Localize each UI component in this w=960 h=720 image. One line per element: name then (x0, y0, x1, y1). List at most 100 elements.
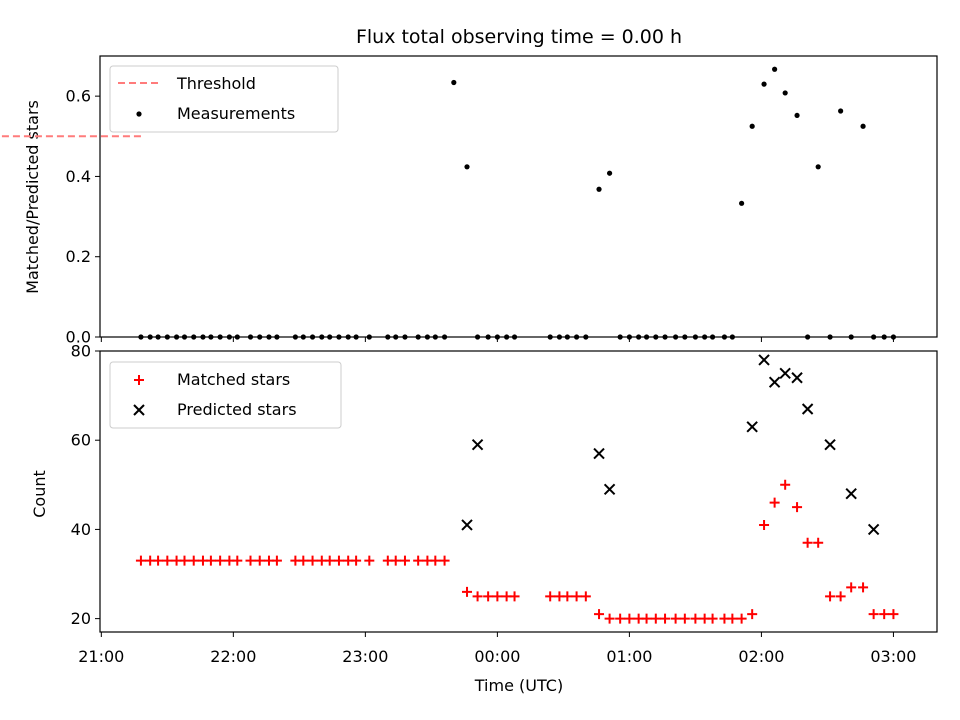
matched-star-point (736, 613, 747, 624)
matched-star-point (594, 609, 605, 620)
y-tick-label: 0.0 (66, 328, 91, 347)
matched-star-point (364, 555, 375, 566)
matched-star-point (135, 555, 146, 566)
y-tick-label: 60 (71, 431, 91, 450)
measurement-point (504, 334, 510, 340)
y-tick-label: 40 (71, 520, 91, 539)
measurement-point (692, 334, 699, 340)
measurement-point (208, 334, 214, 340)
matched-star-point (858, 582, 869, 593)
x-tick-label: 22:00 (210, 647, 256, 666)
measurement-point (234, 334, 240, 340)
measurement-point (191, 334, 197, 340)
predicted-star-point (461, 519, 473, 531)
measurement-point (564, 334, 570, 340)
matched-star-point (254, 555, 265, 566)
predicted-star-point (768, 376, 781, 388)
matched-star-point (562, 591, 573, 602)
measurement-point (366, 334, 372, 340)
y-tick-label: 20 (71, 609, 91, 628)
measurement-point (673, 334, 679, 340)
legend-measurements-label: Measurements (177, 104, 295, 123)
matched-star-point (670, 613, 681, 624)
legend-measurements-swatch (136, 111, 142, 117)
measurement-point (805, 334, 811, 340)
matched-star-point (813, 537, 824, 548)
predicted-star-point (471, 438, 484, 451)
ratio-series (0, 66, 897, 340)
measurement-point (848, 334, 854, 340)
matched-star-point (232, 555, 243, 566)
measurement-point (309, 334, 316, 340)
measurement-point (402, 334, 408, 340)
measurement-point (573, 334, 580, 340)
matched-star-point (430, 555, 441, 566)
measurement-point (838, 108, 844, 114)
matched-star-point (888, 609, 899, 620)
measurement-point (292, 334, 298, 340)
matched-star-point (769, 497, 780, 508)
measurement-point (474, 334, 481, 340)
matched-star-point (679, 613, 690, 624)
legend-predicted-label: Predicted stars (177, 400, 297, 419)
count-y-ticks: 20 40 60 80 (71, 342, 100, 628)
measurement-point (432, 334, 438, 340)
measurement-point (164, 334, 170, 340)
measurement-point (173, 334, 180, 340)
predicted-star-point (867, 523, 880, 536)
measurement-point (147, 334, 153, 340)
matched-star-point (650, 613, 661, 624)
ratio-panel: Matched/Predicted stars 0.0 0.2 0.4 0.6 Thr… (0, 55, 938, 347)
predicted-star-point (593, 447, 605, 460)
measurement-point (782, 90, 788, 96)
matched-star-point (390, 555, 401, 566)
matched-star-point (792, 502, 803, 513)
measurement-point (138, 334, 144, 340)
measurement-point (327, 334, 333, 340)
matched-star-point (846, 582, 857, 593)
measurement-point (485, 334, 491, 340)
measurement-point (556, 334, 563, 340)
matched-star-point (660, 613, 671, 624)
matched-star-point (835, 591, 846, 602)
measurement-point (385, 334, 391, 340)
matched-star-point (707, 613, 718, 624)
y-tick-label: 80 (71, 342, 91, 361)
measurement-point (682, 334, 688, 340)
measurement-point (626, 334, 632, 340)
matched-star-point (545, 591, 556, 602)
measurement-point (200, 334, 206, 340)
matched-star-point (802, 537, 813, 548)
matched-star-point (298, 555, 309, 566)
predicted-star-point (603, 483, 616, 495)
matched-star-point (333, 555, 344, 566)
measurement-point (739, 200, 745, 206)
x-tick-label: 00:00 (474, 647, 520, 666)
count-y-axis-title: Count (30, 470, 49, 518)
predicted-star-point (779, 367, 791, 380)
matched-star-point (759, 519, 770, 530)
matched-star-point (571, 591, 582, 602)
measurement-point (827, 334, 833, 340)
x-tick-label: 02:00 (738, 647, 784, 666)
count-x-ticks: 21:00 22:00 23:00 00:00 01:00 02:00 03:00 (78, 632, 916, 666)
ratio-y-axis-title: Matched/Predicted stars (23, 100, 42, 294)
predicted-star-point (845, 488, 857, 500)
count-panel: Count Time (UTC) 20 40 60 80 21:00 22:00 23:0… (30, 342, 938, 695)
measurement-point (257, 334, 263, 340)
x-tick-label: 03:00 (870, 647, 916, 666)
measurement-point (617, 334, 623, 340)
legend-predicted-swatch (133, 404, 145, 416)
predicted-star-point (801, 403, 814, 415)
measurement-point (815, 164, 821, 170)
measurement-point (266, 334, 272, 340)
measurement-point (336, 334, 342, 340)
measurement-point (547, 334, 553, 340)
measurement-point (464, 164, 470, 170)
ratio-y-ticks: 0.0 0.2 0.4 0.6 (66, 87, 100, 347)
x-axis-title: Time (UTC) (474, 676, 563, 695)
measurement-point (511, 334, 518, 340)
measurement-point (181, 334, 188, 340)
matched-star-point (492, 591, 503, 602)
